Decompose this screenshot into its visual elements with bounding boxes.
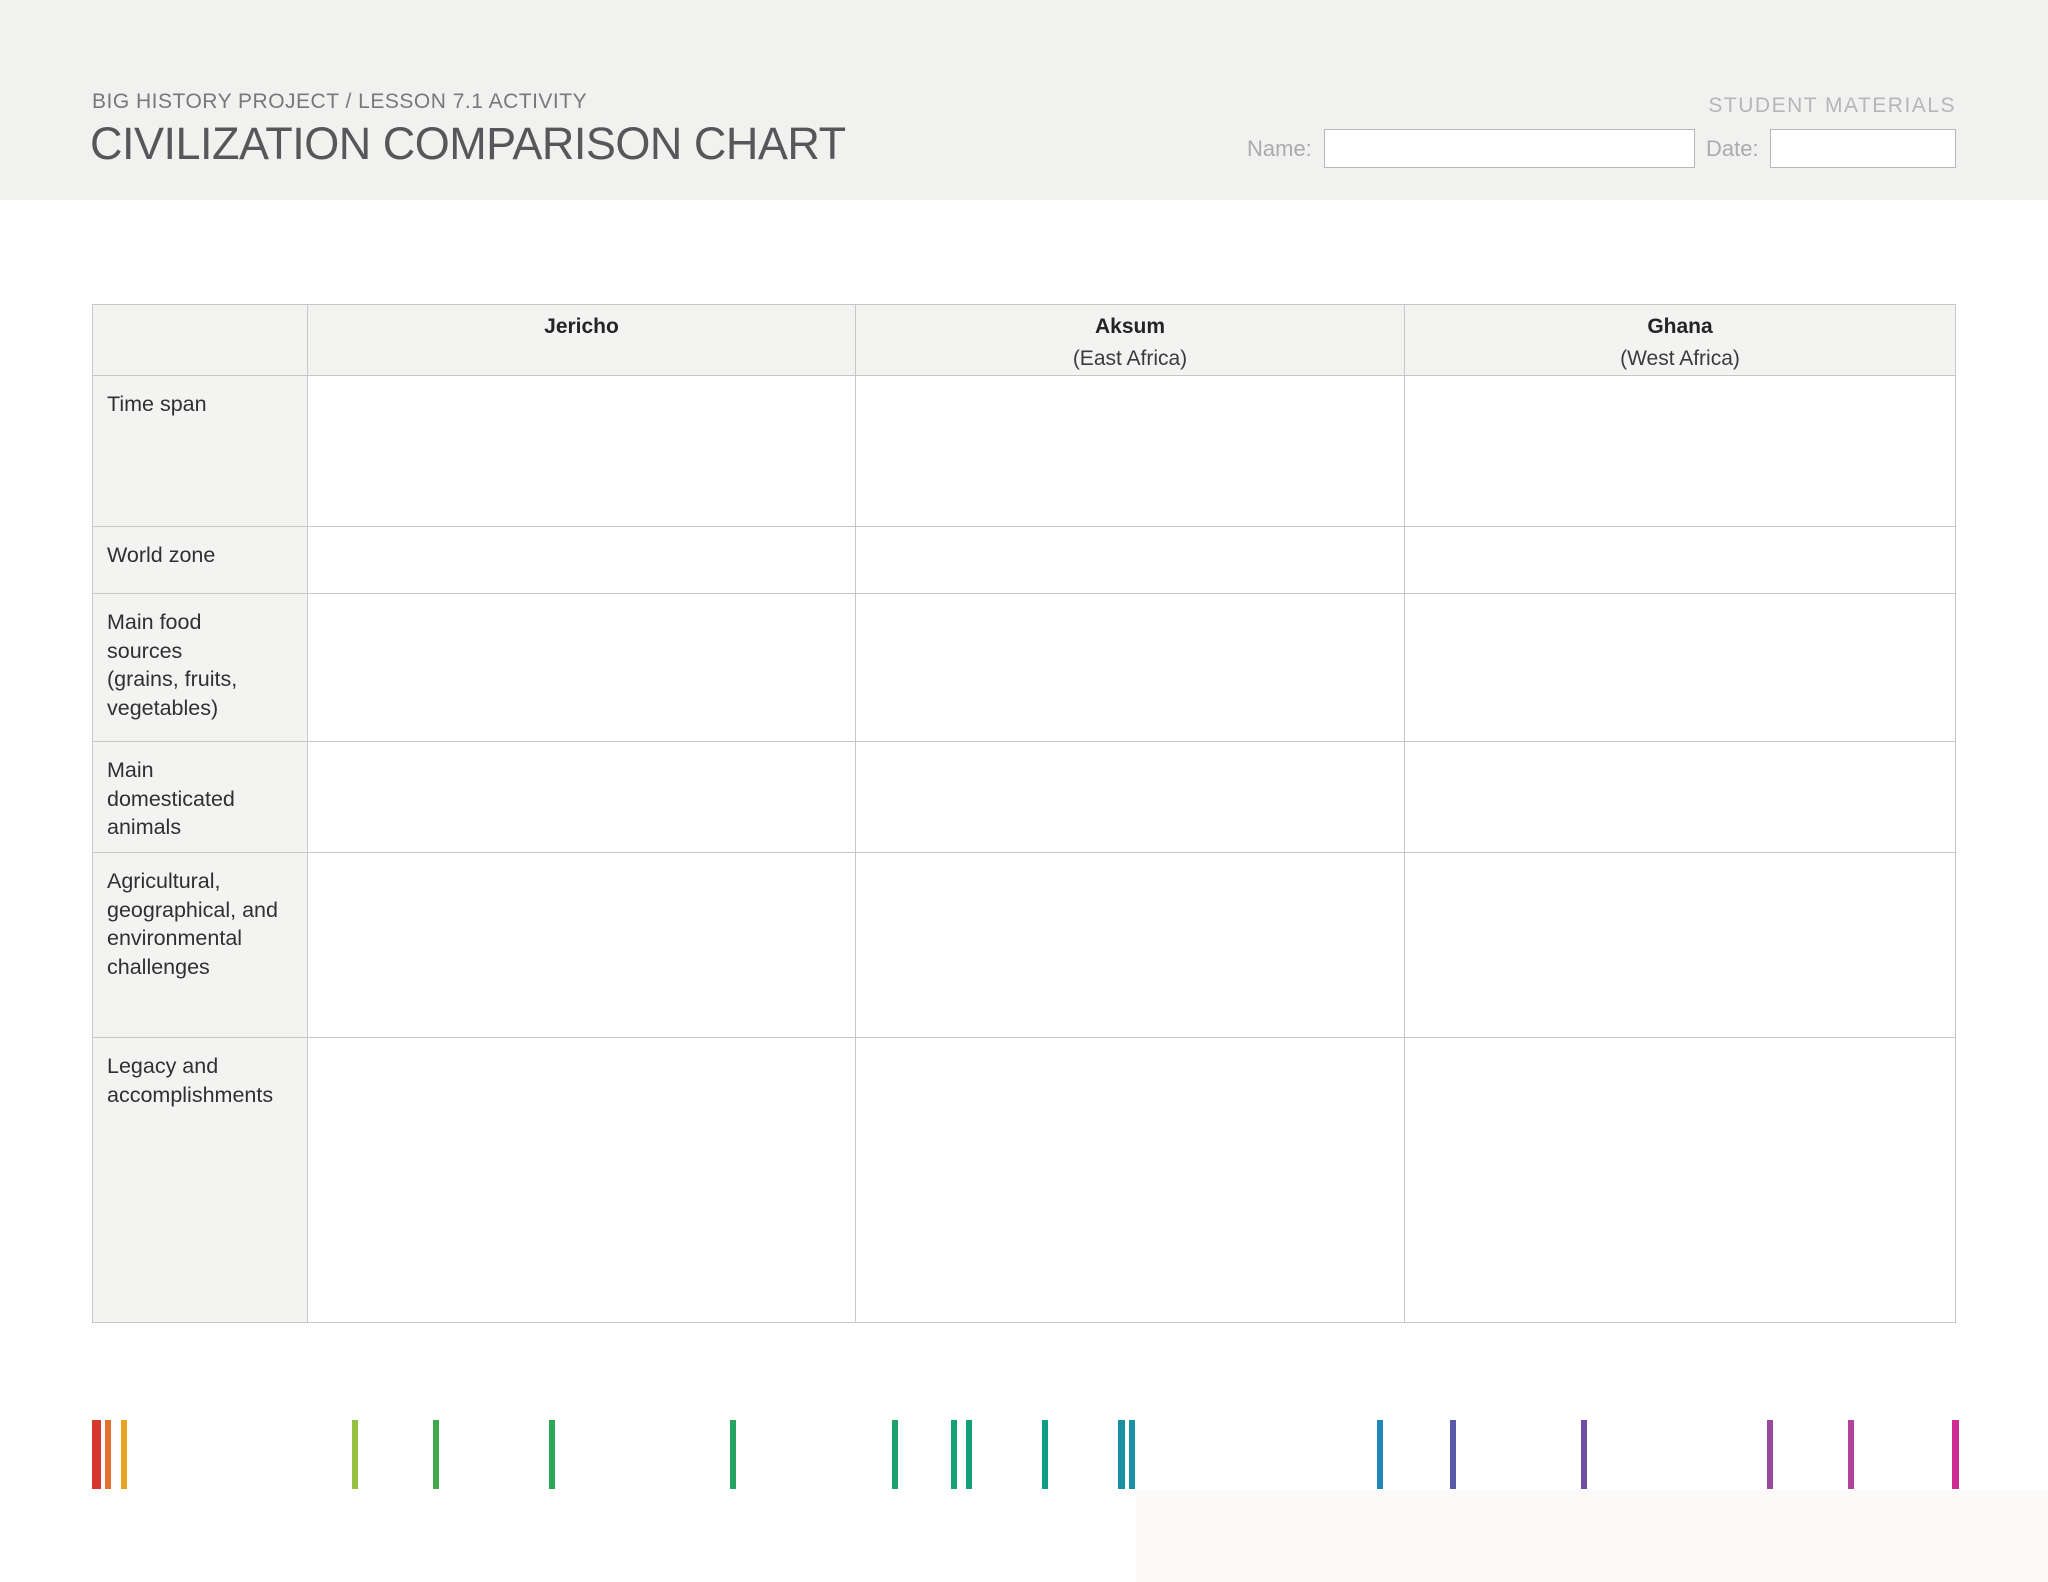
timeline-tick xyxy=(433,1420,439,1489)
table-row-domesticated-animals: Main domesticated animals xyxy=(92,741,1956,853)
date-label: Date: xyxy=(1706,136,1759,161)
timeline-tick xyxy=(1952,1420,1959,1489)
answer-cell-time-span-jericho[interactable] xyxy=(307,375,856,527)
column-subtitle: (East Africa) xyxy=(1072,347,1188,371)
column-title: Jericho xyxy=(544,315,619,338)
timeline-tick xyxy=(966,1420,972,1489)
table-row-challenges: Agricultural, geographical, and environm… xyxy=(92,852,1956,1038)
timeline-tick xyxy=(105,1420,111,1489)
answer-cell-domesticated-animals-jericho[interactable] xyxy=(307,741,856,853)
answer-cell-world-zone-aksum[interactable] xyxy=(855,526,1405,594)
timeline-tick xyxy=(1581,1420,1587,1489)
answer-cell-food-sources-jericho[interactable] xyxy=(307,593,856,742)
date-input[interactable] xyxy=(1770,129,1956,168)
lesson-eyebrow: BIG HISTORY PROJECT / LESSON 7.1 ACTIVIT… xyxy=(92,90,588,113)
row-label-food-sources: Main food sources (grains, fruits, veget… xyxy=(92,593,308,742)
comparison-table: Jericho Aksum (East Africa) Ghana (West … xyxy=(92,304,1956,1323)
column-header-ghana: Ghana (West Africa) xyxy=(1404,304,1956,376)
answer-cell-legacy-ghana[interactable] xyxy=(1404,1037,1956,1323)
column-subtitle: (West Africa) xyxy=(1620,347,1740,371)
header-band: BIG HISTORY PROJECT / LESSON 7.1 ACTIVIT… xyxy=(0,0,2048,200)
row-label-time-span: Time span xyxy=(92,375,308,527)
column-header-jericho: Jericho xyxy=(307,304,856,376)
timeline-tick xyxy=(1377,1420,1383,1489)
answer-cell-challenges-jericho[interactable] xyxy=(307,852,856,1038)
timeline-tick xyxy=(1450,1420,1456,1489)
answer-cell-food-sources-ghana[interactable] xyxy=(1404,593,1956,742)
timeline-barcode xyxy=(0,1420,2048,1489)
footer-shade xyxy=(1136,1490,2048,1582)
timeline-tick xyxy=(730,1420,736,1489)
name-input[interactable] xyxy=(1324,129,1695,168)
answer-cell-world-zone-ghana[interactable] xyxy=(1404,526,1956,594)
answer-cell-legacy-jericho[interactable] xyxy=(307,1037,856,1323)
row-label-challenges: Agricultural, geographical, and environm… xyxy=(92,852,308,1038)
answer-cell-world-zone-jericho[interactable] xyxy=(307,526,856,594)
column-title: Aksum xyxy=(1094,315,1166,338)
table-row-world-zone: World zone xyxy=(92,526,1956,594)
header-row: Jericho Aksum (East Africa) Ghana (West … xyxy=(92,304,1956,376)
answer-cell-time-span-aksum[interactable] xyxy=(855,375,1405,527)
answer-cell-food-sources-aksum[interactable] xyxy=(855,593,1405,742)
row-label-world-zone: World zone xyxy=(92,526,308,594)
answer-cell-domesticated-animals-ghana[interactable] xyxy=(1404,741,1956,853)
timeline-tick xyxy=(892,1420,898,1489)
table-row-time-span: Time span xyxy=(92,375,1956,527)
corner-cell xyxy=(92,304,308,376)
name-label: Name: xyxy=(1247,136,1312,161)
timeline-tick xyxy=(1848,1420,1854,1489)
timeline-tick xyxy=(1129,1420,1135,1489)
answer-cell-challenges-aksum[interactable] xyxy=(855,852,1405,1038)
row-label-legacy: Legacy and accomplishments xyxy=(92,1037,308,1323)
timeline-tick xyxy=(1042,1420,1048,1489)
timeline-tick xyxy=(1118,1420,1125,1489)
timeline-tick xyxy=(951,1420,957,1489)
timeline-tick xyxy=(1767,1420,1773,1489)
timeline-tick xyxy=(92,1420,101,1489)
table-row-food-sources: Main food sources (grains, fruits, veget… xyxy=(92,593,1956,742)
timeline-tick xyxy=(121,1420,127,1489)
answer-cell-challenges-ghana[interactable] xyxy=(1404,852,1956,1038)
answer-cell-legacy-aksum[interactable] xyxy=(855,1037,1405,1323)
row-label-domesticated-animals: Main domesticated animals xyxy=(92,741,308,853)
column-title: Ghana xyxy=(1647,315,1713,338)
answer-cell-domesticated-animals-aksum[interactable] xyxy=(855,741,1405,853)
table-row-legacy: Legacy and accomplishments xyxy=(92,1037,1956,1323)
student-materials-label: STUDENT MATERIALS xyxy=(1708,94,1956,117)
answer-cell-time-span-ghana[interactable] xyxy=(1404,375,1956,527)
timeline-tick xyxy=(352,1420,358,1489)
column-header-aksum: Aksum (East Africa) xyxy=(855,304,1405,376)
page-title: CIVILIZATION COMPARISON CHART xyxy=(90,118,846,169)
timeline-tick xyxy=(549,1420,555,1489)
